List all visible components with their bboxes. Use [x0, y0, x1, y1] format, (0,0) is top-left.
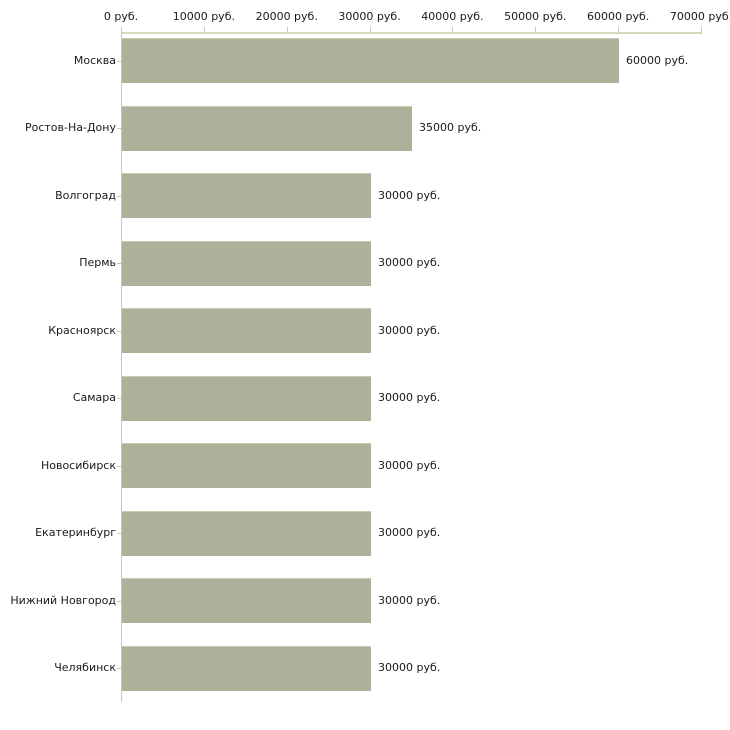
category-tick-mark [117, 128, 121, 129]
x-axis-tick-mark [618, 27, 620, 34]
x-axis-tick-mark [286, 27, 288, 34]
bar-2 [122, 173, 371, 218]
category-label: Самара [72, 391, 116, 404]
x-axis-tick-mark [369, 27, 371, 34]
x-axis-tick-label: 60000 руб. [587, 10, 650, 23]
bar-3 [122, 240, 371, 286]
value-label: 30000 руб. [378, 661, 441, 674]
category-label: Ростов-На-Дону [24, 121, 116, 134]
x-axis-tick-label: 20000 руб. [255, 10, 318, 23]
value-label: 30000 руб. [378, 526, 441, 539]
x-axis-line [121, 32, 701, 34]
category-label: Волгоград [55, 188, 116, 202]
value-label: 30000 руб. [378, 593, 441, 607]
x-axis-tick-mark [535, 27, 537, 34]
category-tick-mark [117, 601, 121, 602]
bar-9 [122, 645, 371, 691]
category-tick-mark [117, 668, 121, 669]
category-tick-mark [117, 466, 121, 467]
x-axis-tick-mark [452, 27, 454, 34]
category-label: Новосибирск [40, 458, 116, 472]
value-label: 30000 руб. [378, 256, 441, 269]
bar-8 [122, 578, 371, 623]
x-axis-tick-mark [701, 27, 702, 34]
bar-7 [122, 510, 371, 556]
category-tick-mark [117, 533, 121, 534]
category-label: Пермь [79, 256, 116, 269]
bar-0 [122, 38, 619, 83]
x-axis-tick-label: 70000 руб. [669, 10, 730, 23]
category-label: Москва [73, 53, 116, 67]
value-label: 60000 руб. [626, 53, 689, 67]
value-label: 30000 руб. [378, 391, 441, 404]
value-label: 35000 руб. [419, 121, 482, 134]
bar-5 [122, 375, 371, 421]
x-axis-tick-label: 30000 руб. [338, 10, 401, 23]
category-tick-mark [117, 61, 121, 62]
x-axis-tick-label: 40000 руб. [421, 10, 484, 23]
category-label: Челябинск [54, 661, 116, 674]
category-label: Красноярск [48, 323, 116, 337]
category-tick-mark [117, 398, 121, 399]
x-axis-tick-label: 50000 руб. [504, 10, 567, 23]
category-label: Екатеринбург [35, 526, 116, 539]
category-label: Нижний Новгород [10, 593, 116, 607]
x-axis-tick-mark [121, 27, 122, 34]
category-tick-mark [117, 196, 121, 197]
category-tick-mark [117, 263, 121, 264]
value-label: 30000 руб. [378, 188, 441, 202]
value-label: 30000 руб. [378, 458, 441, 472]
bar-1 [122, 105, 412, 151]
x-axis-tick-label: 0 руб. [103, 10, 139, 23]
x-axis-tick-label: 10000 руб. [172, 10, 235, 23]
x-axis-tick-mark [203, 27, 205, 34]
category-tick-mark [117, 331, 121, 332]
bar-4 [122, 308, 371, 353]
y-axis-line [121, 32, 122, 702]
value-label: 30000 руб. [378, 323, 441, 337]
bar-6 [122, 443, 371, 488]
